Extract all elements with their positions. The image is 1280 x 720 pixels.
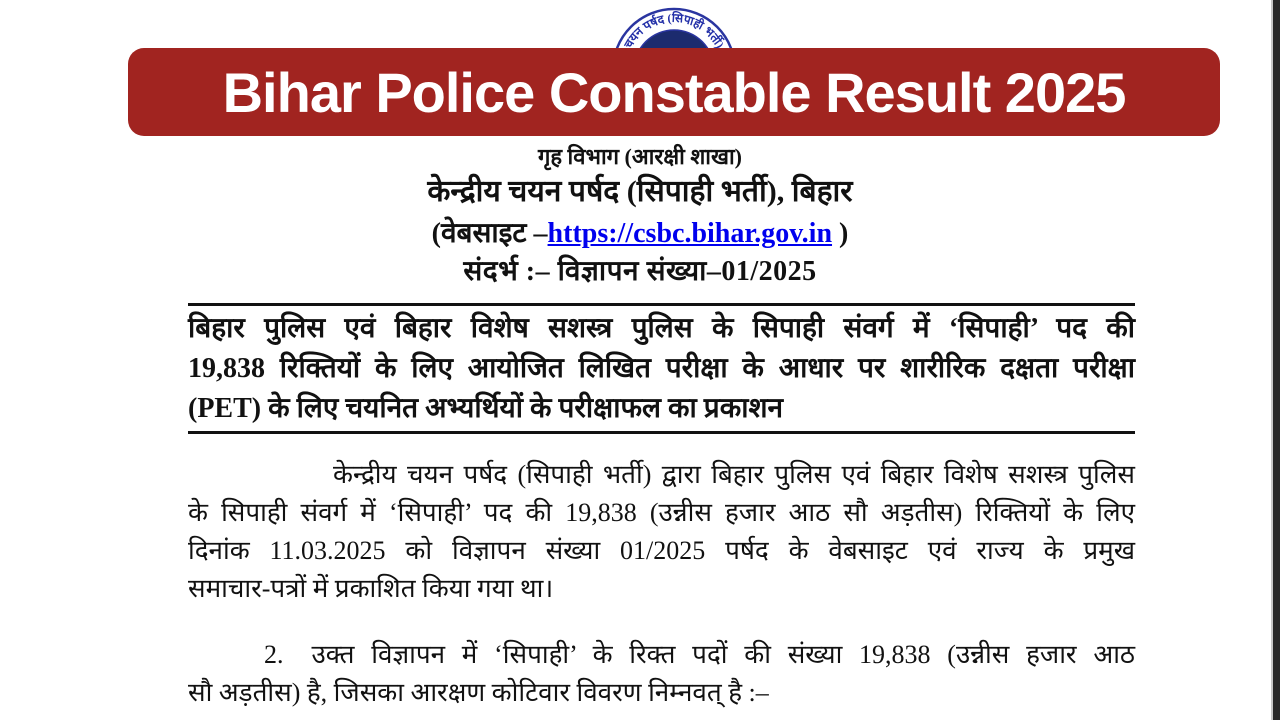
para-number: 2.	[264, 640, 284, 669]
subject-line: बिहार पुलिस एवं बिहार विशेष सशस्त्र पुलि…	[188, 313, 1135, 344]
reference-line: संदर्भ :– विज्ञापन संख्या–01/2025	[463, 256, 817, 287]
website-suffix: )	[832, 218, 849, 249]
result-banner: Bihar Police Constable Result 2025	[128, 48, 1220, 136]
para-line: के सिपाही संवर्ग में ‘सिपाही’ पद की 19,8…	[188, 498, 1135, 527]
paragraph-2: 2. उक्त विज्ञापन में ‘सिपाही’ के रिक्त पद…	[188, 636, 1135, 712]
subject-line: 19,838 रिक्तियों के लिए आयोजित लिखित परी…	[188, 353, 1135, 384]
banner-title: Bihar Police Constable Result 2025	[222, 60, 1127, 124]
para-line: दिनांक 11.03.2025 को विज्ञापन संख्या 01/…	[188, 536, 1135, 565]
subject-rule-top	[188, 303, 1135, 306]
subject-heading: बिहार पुलिस एवं बिहार विशेष सशस्त्र पुलि…	[188, 309, 1135, 429]
para-line: समाचार-पत्रों में प्रकाशित किया गया था।	[188, 574, 554, 603]
department-line: गृह विभाग (आरक्षी शाखा)	[537, 144, 742, 169]
organisation-line: केन्द्रीय चयन पर्षद (सिपाही भर्ती), बिहा…	[427, 175, 853, 208]
page-edge-strip	[1271, 0, 1280, 720]
para-line: केन्द्रीय चयन पर्षद (सिपाही भर्ती) द्वार…	[333, 460, 1135, 489]
website-link[interactable]: https://csbc.bihar.gov.in	[547, 218, 833, 249]
para-line-text: उक्त विज्ञापन में ‘सिपाही’ के रिक्त पदों…	[311, 640, 1136, 669]
subject-rule-bottom	[188, 431, 1135, 434]
website-prefix: (वेबसाइट –	[431, 218, 548, 249]
paragraph-1: केन्द्रीय चयन पर्षद (सिपाही भर्ती) द्वार…	[188, 456, 1135, 608]
subject-line: (PET) के लिए चयनित अभ्यर्थियों के परीक्ष…	[188, 393, 784, 424]
para-line: 2. उक्त विज्ञापन में ‘सिपाही’ के रिक्त पद…	[188, 636, 1135, 674]
para-line: सौ अड़तीस) है, जिसका आरक्षण कोटिवार विवर…	[188, 678, 769, 707]
website-line: (वेबसाइट –https://csbc.bihar.gov.in )	[0, 213, 1280, 251]
